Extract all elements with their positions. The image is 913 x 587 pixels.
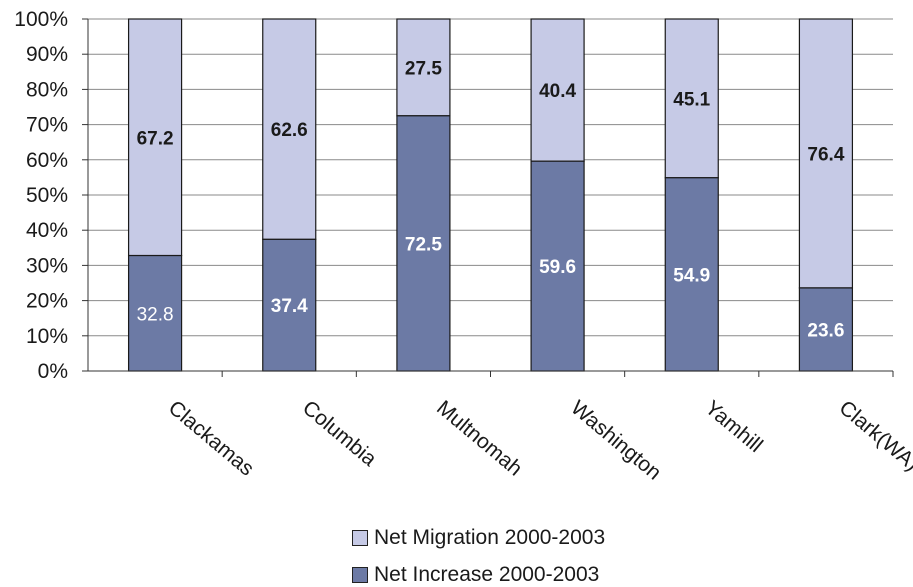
data-label-net-increase: 23.6 xyxy=(807,320,844,341)
data-label-net-migration: 67.2 xyxy=(137,128,174,149)
y-tick-label: 70% xyxy=(26,114,68,137)
bar-net-increase xyxy=(664,177,719,372)
x-category-label: Washington xyxy=(566,396,665,484)
bar-net-migration xyxy=(798,18,854,289)
legend-label-net-migration: Net Migration 2000-2003 xyxy=(374,526,606,549)
bar-net-migration xyxy=(396,18,451,117)
data-label-net-migration: 45.1 xyxy=(673,89,710,110)
y-tick-label: 30% xyxy=(26,254,68,277)
bar-net-migration xyxy=(664,18,719,179)
data-label-net-migration: 27.5 xyxy=(405,58,442,79)
y-tick-label: 90% xyxy=(26,43,68,66)
y-tick-label: 60% xyxy=(26,149,68,172)
bar-net-migration xyxy=(127,18,183,257)
x-category-label: Clackamas xyxy=(164,396,258,480)
legend-item-net-migration: Net Migration 2000-2003 xyxy=(352,526,605,550)
gridlines xyxy=(88,18,893,337)
data-label-net-migration: 62.6 xyxy=(271,120,308,141)
data-label-net-increase: 54.9 xyxy=(673,265,710,286)
data-label-net-increase: 72.5 xyxy=(405,234,442,255)
bars: 67.2 32.8 62.6 37.4 27.5 72.5 40.4 59.6 45.1 54.9… xyxy=(127,18,854,372)
y-tick-label: 100% xyxy=(14,8,68,31)
legend-label-net-increase: Net Increase 2000-2003 xyxy=(374,563,600,586)
legend-swatch-net-increase xyxy=(352,567,368,583)
y-tick-label: 20% xyxy=(26,290,68,313)
y-tick-label: 80% xyxy=(26,78,68,101)
legend-swatch-net-migration xyxy=(352,530,368,546)
data-label-net-migration: 76.4 xyxy=(807,144,844,165)
y-tick-label: 0% xyxy=(38,360,68,383)
x-category-label: Multnomah xyxy=(432,396,526,480)
x-category-label: Yamhill xyxy=(701,396,767,457)
bar-net-increase xyxy=(530,160,585,372)
bar-net-increase xyxy=(798,287,854,372)
data-label-net-increase: 37.4 xyxy=(271,296,308,317)
bar-net-increase xyxy=(396,115,451,372)
y-tick-label: 10% xyxy=(26,325,68,348)
x-category-label: Clark(WA) xyxy=(835,396,913,475)
x-category-label: Columbia xyxy=(298,396,381,471)
y-tick-label: 40% xyxy=(26,219,68,242)
data-label-net-increase: 32.8 xyxy=(137,304,174,325)
y-tick-label: 50% xyxy=(26,184,68,207)
data-label-net-migration: 40.4 xyxy=(539,81,576,102)
legend-item-net-increase: Net Increase 2000-2003 xyxy=(352,563,599,587)
bar-net-migration xyxy=(530,18,585,162)
bar-net-increase xyxy=(127,254,183,372)
data-label-net-increase: 59.6 xyxy=(539,257,576,278)
